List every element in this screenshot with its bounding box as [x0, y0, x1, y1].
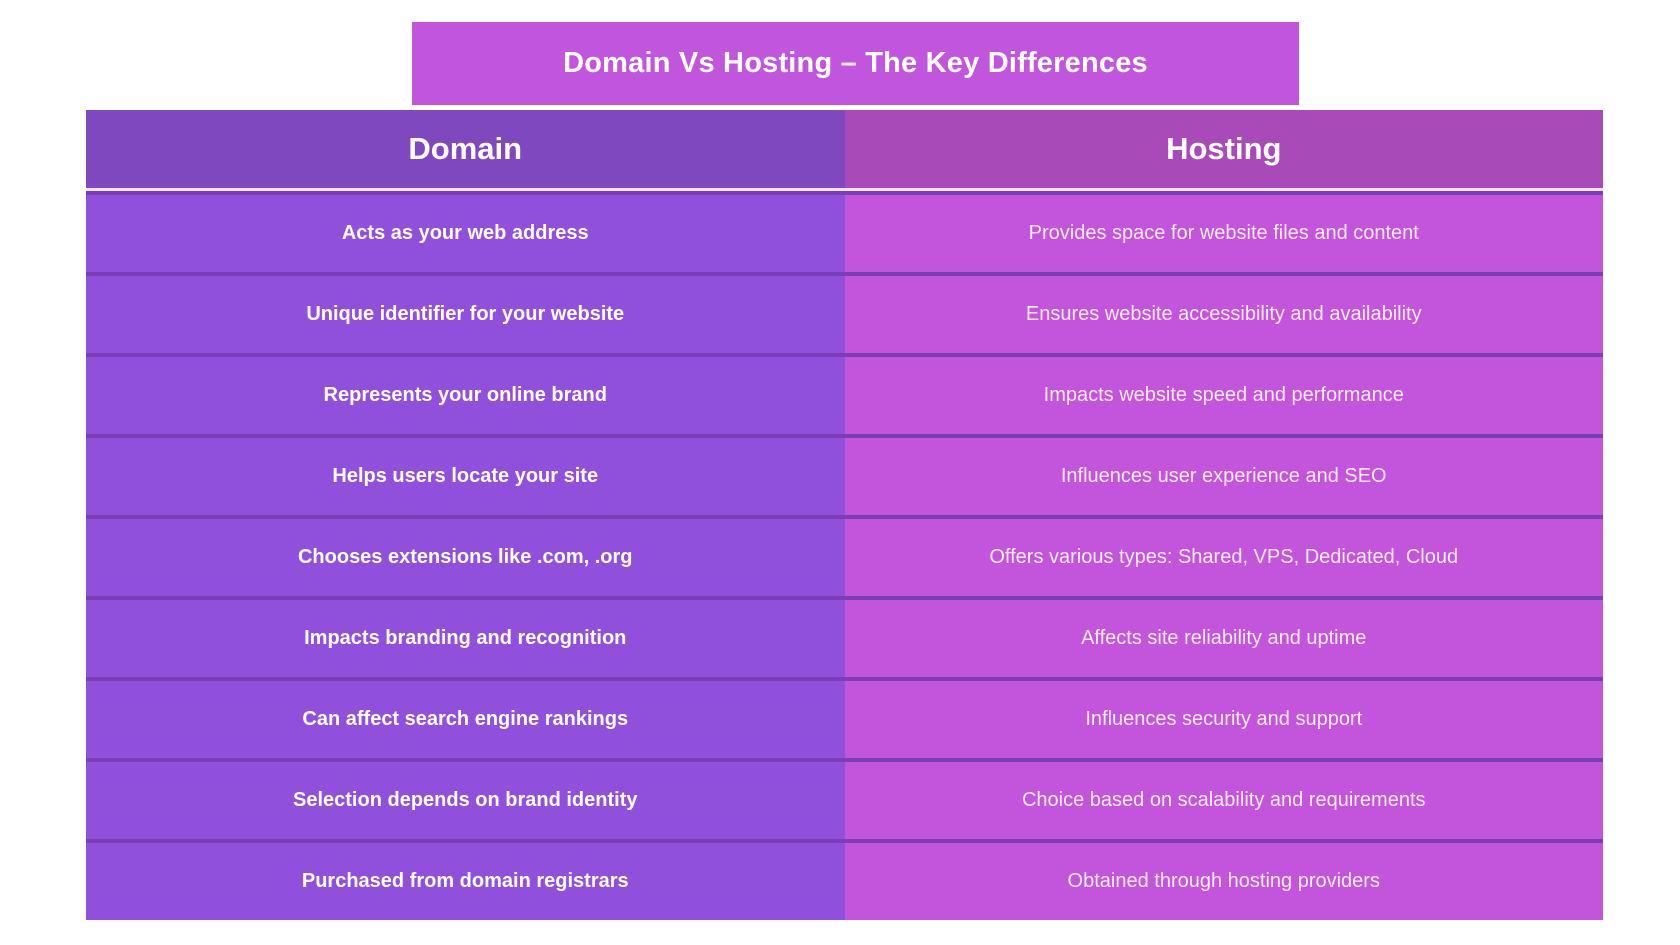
hosting-cell: Choice based on scalability and requirem… [844, 762, 1603, 839]
table-row: Chooses extensions like .com, .org Offer… [86, 515, 1603, 596]
table-row: Unique identifier for your website Ensur… [86, 272, 1603, 353]
hosting-cell: Obtained through hosting providers [844, 843, 1603, 920]
table-row: Helps users locate your site Influences … [86, 434, 1603, 515]
comparison-table: Domain Hosting Acts as your web address … [86, 110, 1603, 920]
hosting-cell: Provides space for website files and con… [844, 195, 1603, 272]
hosting-cell: Influences user experience and SEO [844, 438, 1603, 515]
domain-cell: Unique identifier for your website [86, 276, 845, 353]
domain-cell: Can affect search engine rankings [86, 681, 845, 758]
table-row: Purchased from domain registrars Obtaine… [86, 839, 1603, 920]
domain-cell: Acts as your web address [86, 195, 845, 272]
table-row: Selection depends on brand identity Choi… [86, 758, 1603, 839]
table-header-row: Domain Hosting [86, 110, 1603, 191]
domain-cell: Impacts branding and recognition [86, 600, 845, 677]
domain-cell: Selection depends on brand identity [86, 762, 845, 839]
domain-column-header: Domain [86, 110, 845, 188]
table-row: Represents your online brand Impacts web… [86, 353, 1603, 434]
hosting-cell: Affects site reliability and uptime [844, 600, 1603, 677]
domain-cell: Represents your online brand [86, 357, 845, 434]
table-row: Can affect search engine rankings Influe… [86, 677, 1603, 758]
domain-cell: Chooses extensions like .com, .org [86, 519, 845, 596]
table-row: Acts as your web address Provides space … [86, 191, 1603, 272]
hosting-cell: Offers various types: Shared, VPS, Dedic… [844, 519, 1603, 596]
table-row: Impacts branding and recognition Affects… [86, 596, 1603, 677]
hosting-column-header: Hosting [844, 110, 1603, 188]
page-title: Domain Vs Hosting – The Key Differences [412, 22, 1299, 105]
domain-cell: Helps users locate your site [86, 438, 845, 515]
hosting-cell: Ensures website accessibility and availa… [844, 276, 1603, 353]
domain-cell: Purchased from domain registrars [86, 843, 845, 920]
hosting-cell: Influences security and support [844, 681, 1603, 758]
hosting-cell: Impacts website speed and performance [844, 357, 1603, 434]
